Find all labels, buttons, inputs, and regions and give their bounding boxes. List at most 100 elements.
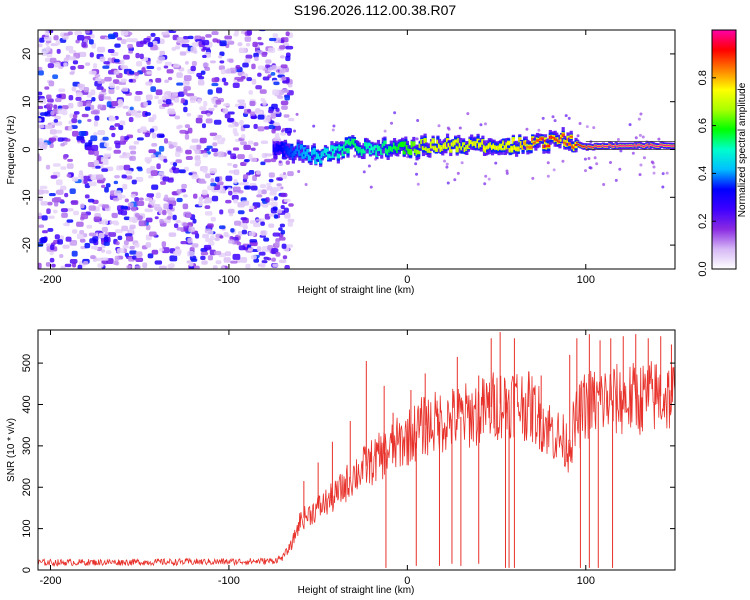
- spectrogram-track-cell: [356, 147, 360, 150]
- spectrogram-track-cell: [545, 145, 549, 148]
- spectrogram-noise-cell: [191, 243, 199, 248]
- spectrogram-track-cell: [638, 144, 642, 146]
- spectrogram-noise-cell: [80, 203, 85, 209]
- spectrogram-noise-cell: [260, 262, 266, 268]
- spectrogram-noise-cell: [246, 30, 253, 36]
- spectrogram-noise-cell: [212, 265, 218, 269]
- spectrogram-noise-cell: [284, 94, 290, 101]
- spectrogram-track-cell: [587, 145, 591, 148]
- spectrogram-noise-cell: [97, 104, 102, 110]
- spectrogram-noise-cell: [109, 82, 115, 89]
- spectrogram-noise-cell: [97, 263, 104, 268]
- spectrogram-track-cell: [503, 146, 507, 150]
- spectrogram-noise-cell: [88, 70, 97, 75]
- spectrogram-track-cell: [352, 140, 357, 144]
- colorbar-tick-label: 0.0: [697, 261, 709, 276]
- spectrogram-noise-cell: [651, 161, 655, 165]
- spectrogram-noise-cell: [46, 94, 52, 100]
- spectrogram-noise-cell: [273, 196, 278, 201]
- spectrogram-noise-cell: [71, 86, 77, 92]
- spectrogram-noise-cell: [70, 65, 76, 70]
- spectrogram-noise-cell: [41, 215, 48, 221]
- spectrogram-noise-cell: [158, 171, 165, 176]
- spectrogram-noise-cell: [157, 99, 163, 105]
- spectrogram-noise-cell: [48, 80, 55, 87]
- spectrogram-noise-cell: [189, 265, 195, 269]
- spectrogram-noise-cell: [416, 182, 420, 186]
- spectrogram-track-cell: [359, 148, 363, 151]
- spectrogram-track-cell: [437, 144, 442, 148]
- spectrogram-track-cell: [391, 148, 395, 151]
- spectrogram-noise-cell: [135, 52, 140, 59]
- spectrogram-track-cell: [614, 144, 618, 146]
- spectrogram-noise-cell: [148, 149, 157, 154]
- spectrogram-noise-cell: [271, 65, 278, 71]
- spectrogram-noise-cell: [186, 112, 192, 117]
- spectrogram-track-cell: [558, 140, 562, 144]
- spectrogram-track-cell: [576, 142, 580, 144]
- spectrogram-noise-cell: [280, 204, 285, 210]
- spectrogram-noise-cell: [271, 103, 278, 110]
- spectrogram-noise-cell: [69, 71, 75, 75]
- spectrogram-noise-cell: [183, 75, 192, 82]
- spectrogram-noise-cell: [197, 98, 202, 104]
- spectrogram-noise-cell: [240, 257, 248, 263]
- spectrogram-noise-cell: [183, 106, 188, 113]
- spectrogram-noise-cell: [223, 81, 229, 86]
- spectrogram-noise-cell: [274, 241, 280, 247]
- spectrogram-track-cell: [518, 138, 522, 141]
- spectrogram-noise-cell: [136, 41, 144, 47]
- spectrogram-noise-cell: [258, 251, 266, 256]
- spectrogram-noise-cell: [46, 208, 51, 214]
- spectrogram-track-cell: [434, 147, 438, 151]
- spectrogram-track-cell: [272, 146, 276, 150]
- spectrogram-noise-cell: [262, 76, 270, 81]
- spectrogram-noise-cell: [256, 194, 263, 198]
- spectrogram-noise-cell: [133, 140, 140, 145]
- spectrogram-track-cell: [527, 145, 532, 149]
- spectrogram-noise-cell: [173, 97, 180, 103]
- spectrogram-noise-cell: [101, 184, 106, 189]
- spectrogram-noise-cell: [53, 104, 58, 109]
- spectrogram-track-cell: [603, 145, 607, 148]
- spectrogram-track-cell: [617, 145, 621, 147]
- spectrogram-noise-cell: [61, 212, 68, 218]
- spectrogram-noise-cell: [188, 172, 193, 176]
- snr-frame: [37, 329, 676, 571]
- spectrogram-track-cell: [277, 147, 281, 150]
- spectrogram-noise-cell: [77, 83, 83, 88]
- spectrogram-noise-cell: [458, 126, 462, 130]
- spectrogram-track-cell: [365, 144, 369, 148]
- spectrogram-track-cell: [314, 159, 318, 162]
- spectrogram-noise-cell: [144, 157, 152, 163]
- spectrogram-noise-cell: [155, 89, 163, 96]
- spectrogram-noise-cell: [76, 233, 84, 240]
- spectrogram-noise-cell: [40, 112, 48, 116]
- spectrogram-noise-cell: [77, 119, 82, 124]
- spectrogram-noise-cell: [238, 105, 245, 110]
- spectrogram-noise-cell: [114, 255, 120, 262]
- spectrogram-track-cell: [315, 154, 320, 157]
- spectrogram-track-cell: [561, 133, 565, 137]
- spectrogram-noise-cell: [634, 136, 638, 140]
- spectrogram-noise-cell: [128, 78, 133, 83]
- spectrogram-track-cell: [572, 146, 577, 149]
- spectrogram-noise-cell: [126, 265, 132, 269]
- spectrogram-track-cell: [611, 145, 615, 147]
- spectrogram-noise-cell: [146, 71, 153, 75]
- spectrogram-track-cell: [299, 145, 304, 149]
- spectrogram-track-cell: [370, 146, 374, 149]
- spectrogram-track-cell: [556, 139, 560, 143]
- spectrogram-noise-cell: [211, 195, 219, 202]
- spectrogram-noise-cell: [129, 155, 136, 161]
- spectrogram-noise-cell: [217, 151, 225, 158]
- spectrogram-noise-cell: [164, 61, 172, 66]
- spectrogram-noise-cell: [552, 168, 556, 172]
- spectrogram-noise-cell: [616, 137, 620, 141]
- spectrogram-noise-cell: [38, 124, 45, 129]
- spectrogram-x-tick-label: 100: [577, 274, 595, 286]
- snr-y-ticks: 0 100 200 300 400 500: [21, 354, 675, 573]
- spectrogram-track-cell: [373, 146, 377, 150]
- spectrogram-noise-cell: [187, 237, 193, 244]
- spectrogram-noise-cell: [154, 216, 159, 220]
